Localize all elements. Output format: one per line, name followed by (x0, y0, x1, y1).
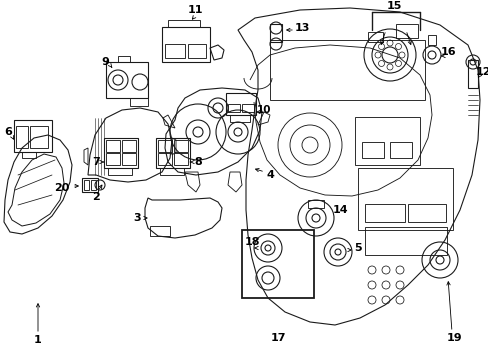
Bar (364, 227, 446, 255)
Bar (164, 44, 184, 58)
Bar (227, 104, 240, 112)
Text: 15: 15 (386, 1, 401, 11)
Bar (158, 153, 172, 165)
Text: 10: 10 (256, 105, 271, 115)
Bar (122, 140, 136, 152)
Bar (307, 200, 324, 208)
Bar (269, 24, 282, 42)
Bar (427, 35, 435, 45)
Text: 11: 11 (187, 5, 203, 15)
Bar (357, 168, 452, 230)
Bar (158, 140, 172, 152)
Bar (162, 27, 209, 62)
Text: 13: 13 (294, 23, 309, 33)
Bar (122, 153, 136, 165)
Bar (91, 180, 96, 190)
Bar (467, 60, 477, 88)
Text: 5: 5 (353, 243, 361, 253)
Bar (367, 32, 382, 42)
Bar (150, 226, 170, 236)
Bar (104, 138, 138, 168)
Bar (84, 180, 89, 190)
Bar (174, 140, 187, 152)
Text: 12: 12 (474, 67, 488, 77)
Text: 9: 9 (101, 57, 109, 67)
Bar (242, 230, 313, 298)
Bar (407, 204, 445, 222)
Bar (16, 126, 28, 148)
Text: 3: 3 (133, 213, 141, 223)
Bar (106, 140, 120, 152)
Text: 7: 7 (92, 157, 100, 167)
Text: 6: 6 (4, 127, 12, 137)
Bar (82, 178, 98, 192)
Text: 2: 2 (92, 192, 100, 202)
Text: 8: 8 (194, 157, 202, 167)
Text: 1: 1 (34, 335, 42, 345)
Text: 16: 16 (439, 47, 455, 57)
Bar (106, 62, 148, 98)
Text: 19: 19 (445, 333, 461, 343)
Bar (361, 142, 383, 158)
Bar (225, 93, 256, 115)
Bar (395, 24, 417, 38)
Bar (389, 142, 411, 158)
Bar (364, 204, 404, 222)
Bar (242, 104, 253, 112)
Text: 4: 4 (265, 170, 273, 180)
Text: 20: 20 (54, 183, 70, 193)
Bar (106, 153, 120, 165)
Text: 14: 14 (331, 205, 347, 215)
Bar (14, 120, 52, 152)
Bar (187, 44, 205, 58)
Bar (269, 40, 424, 100)
Bar (156, 138, 190, 168)
Bar (354, 117, 419, 165)
Text: 18: 18 (244, 237, 259, 247)
Bar (30, 126, 48, 148)
Bar (174, 153, 187, 165)
Text: 17: 17 (270, 333, 285, 343)
